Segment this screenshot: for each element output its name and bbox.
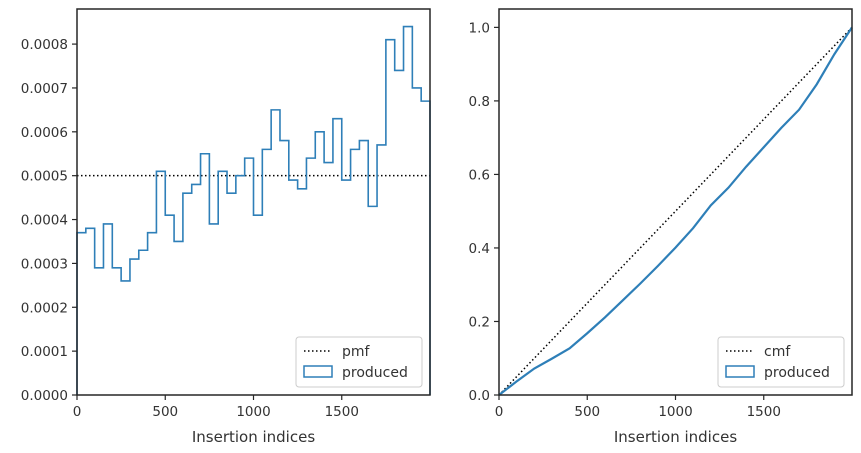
cmf-y-tick-label: 0.2 (469, 314, 490, 330)
pmf-legend: pmf produced (295, 336, 423, 388)
cmf-x-tick-label: 500 (574, 404, 600, 420)
pmf-y-tick-label: 0.0006 (21, 125, 68, 141)
pmf-y-tick-label: 0.0002 (21, 300, 68, 316)
pmf-y-tick-label: 0.0004 (21, 213, 68, 229)
pmf-x-tick-label: 1500 (325, 404, 359, 420)
cmf-series-produced (498, 26, 853, 396)
cmf-y-tick-label: 0.8 (469, 94, 490, 110)
pmf-x-tick-label: 1000 (236, 404, 270, 420)
pmf-y-tick-label: 0.0005 (21, 169, 68, 185)
cmf-chart-ticks: 0 500 1000 1500 0.0 0.2 0.4 0.6 0.8 1.0 (469, 20, 781, 420)
cmf-legend-series-label: produced (764, 365, 830, 381)
pmf-legend-ref-label: pmf (342, 344, 371, 360)
pmf-chart-marks (76, 25, 431, 395)
pmf-x-axis-label: Insertion indices (192, 428, 315, 446)
cmf-reference-line (498, 26, 853, 396)
cmf-y-tick-label: 0.0 (469, 388, 490, 404)
pmf-chart-panel: 0 500 1000 1500 0.0000 0.0001 0.0002 0.0003 0.00… (21, 8, 431, 446)
pmf-series-produced (76, 25, 431, 395)
pmf-y-tick-label: 0.0003 (21, 256, 68, 272)
cmf-chart-panel: 0 500 1000 1500 0.0 0.2 0.4 0.6 0.8 1.0 Insertion… (469, 8, 853, 446)
pmf-legend-series-label: produced (342, 365, 408, 381)
cmf-legend-box (717, 336, 845, 388)
pmf-x-tick-label: 500 (152, 404, 178, 420)
cmf-x-tick-label: 0 (495, 404, 504, 420)
pmf-chart-ticks: 0 500 1000 1500 0.0000 0.0001 0.0002 0.0003 0.00… (21, 37, 359, 420)
pmf-y-tick-label: 0.0000 (21, 388, 68, 404)
cmf-legend-series-swatch (725, 365, 755, 378)
pmf-y-tick-label: 0.0008 (21, 37, 68, 53)
cmf-x-tick-label: 1000 (658, 404, 692, 420)
cmf-legend: cmf produced (717, 336, 845, 388)
cmf-chart-marks (498, 26, 853, 396)
pmf-x-tick-label: 0 (73, 404, 82, 420)
cmf-x-tick-label: 1500 (747, 404, 781, 420)
cmf-y-tick-label: 0.4 (469, 241, 490, 257)
cmf-y-tick-label: 1.0 (469, 20, 490, 36)
cmf-legend-ref-label: cmf (764, 344, 791, 360)
pmf-y-tick-label: 0.0001 (21, 344, 68, 360)
pmf-legend-box (295, 336, 423, 388)
cmf-x-axis-label: Insertion indices (614, 428, 737, 446)
pmf-legend-series-swatch (303, 365, 333, 378)
pmf-y-tick-label: 0.0007 (21, 81, 68, 97)
cmf-y-tick-label: 0.6 (469, 167, 490, 183)
